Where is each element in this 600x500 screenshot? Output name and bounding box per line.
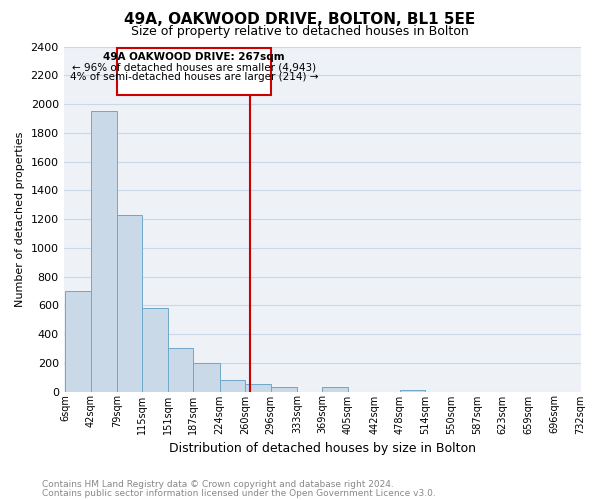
X-axis label: Distribution of detached houses by size in Bolton: Distribution of detached houses by size … [169, 442, 476, 455]
Text: 4% of semi-detached houses are larger (214) →: 4% of semi-detached houses are larger (2… [70, 72, 318, 83]
Bar [168, 348, 193, 392]
Bar [220, 380, 245, 392]
Bar [193, 363, 220, 392]
Bar [400, 390, 425, 392]
Bar [91, 111, 117, 392]
Bar [142, 308, 168, 392]
Y-axis label: Number of detached properties: Number of detached properties [15, 132, 25, 306]
Bar [271, 387, 297, 392]
Bar [245, 384, 271, 392]
Text: 49A, OAKWOOD DRIVE, BOLTON, BL1 5EE: 49A, OAKWOOD DRIVE, BOLTON, BL1 5EE [124, 12, 476, 28]
Text: Size of property relative to detached houses in Bolton: Size of property relative to detached ho… [131, 25, 469, 38]
Bar [117, 48, 271, 96]
Bar [117, 214, 142, 392]
Text: 49A OAKWOOD DRIVE: 267sqm: 49A OAKWOOD DRIVE: 267sqm [103, 52, 284, 62]
Bar [322, 387, 348, 392]
Text: ← 96% of detached houses are smaller (4,943): ← 96% of detached houses are smaller (4,… [72, 62, 316, 72]
Text: Contains HM Land Registry data © Crown copyright and database right 2024.: Contains HM Land Registry data © Crown c… [42, 480, 394, 489]
Text: Contains public sector information licensed under the Open Government Licence v3: Contains public sector information licen… [42, 488, 436, 498]
Bar [65, 291, 91, 392]
